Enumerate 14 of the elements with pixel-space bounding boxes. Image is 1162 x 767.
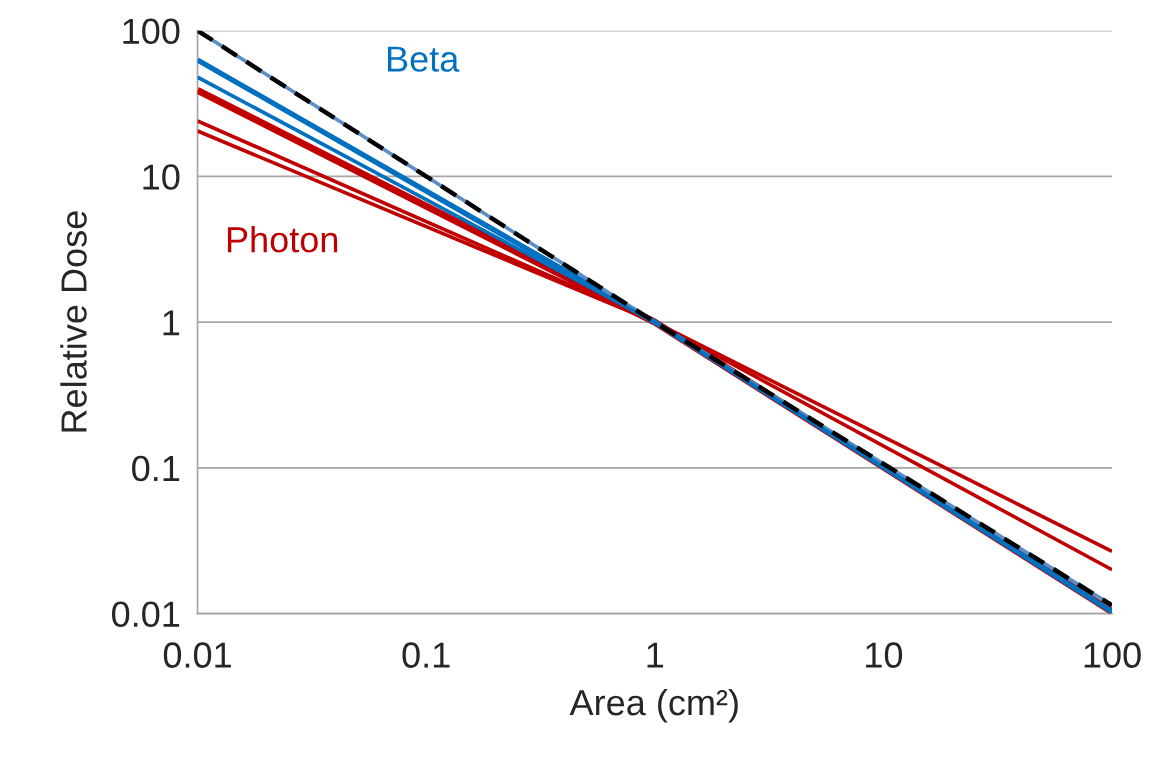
- x-tick-label: 0.1: [402, 642, 450, 668]
- x-tick-label: 0.01: [163, 642, 231, 668]
- series-label: Photon: [227, 226, 338, 253]
- x-axis-title: Area (cm²): [569, 688, 738, 723]
- y-tick-label: 10: [143, 164, 180, 190]
- x-tick-label: 100: [1084, 642, 1141, 668]
- y-tick-label: 1: [163, 310, 180, 336]
- x-tick-label: 10: [866, 642, 903, 668]
- y-tick-label: 0.1: [132, 455, 180, 482]
- x-tick-label: 1: [647, 642, 664, 668]
- text: Beta: [387, 46, 460, 72]
- y-tick-label: 0.01: [112, 601, 180, 628]
- y-axis-title: Relative Dose: [60, 211, 87, 432]
- y-tick-label: 100: [123, 18, 180, 45]
